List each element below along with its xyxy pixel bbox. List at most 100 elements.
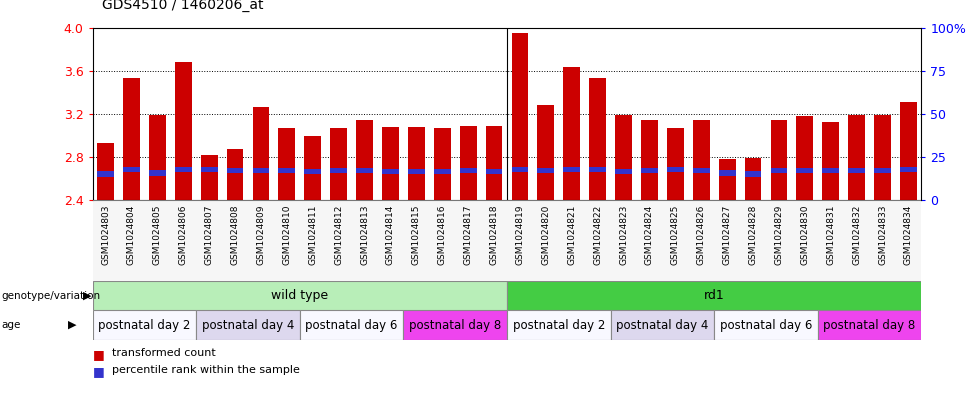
Bar: [766, 200, 792, 281]
Text: GSM1024830: GSM1024830: [800, 204, 809, 265]
Bar: [98, 143, 114, 200]
Text: age: age: [1, 320, 20, 330]
Text: GSM1024823: GSM1024823: [619, 204, 628, 265]
Bar: [740, 200, 766, 281]
Bar: [843, 200, 870, 281]
Bar: [434, 169, 450, 174]
Bar: [507, 200, 533, 281]
Text: wild type: wild type: [271, 289, 329, 302]
Bar: [171, 200, 196, 281]
Bar: [300, 200, 326, 281]
Text: GSM1024831: GSM1024831: [826, 204, 836, 265]
Text: GSM1024818: GSM1024818: [489, 204, 498, 265]
Bar: [637, 200, 662, 281]
Bar: [797, 116, 813, 200]
Bar: [688, 200, 714, 281]
Bar: [693, 120, 710, 200]
Text: GSM1024809: GSM1024809: [256, 204, 265, 265]
Bar: [404, 310, 507, 340]
Bar: [507, 310, 610, 340]
Bar: [248, 200, 274, 281]
Bar: [455, 200, 481, 281]
Text: GSM1024826: GSM1024826: [697, 204, 706, 265]
Bar: [93, 281, 507, 310]
Bar: [610, 310, 714, 340]
Bar: [512, 33, 528, 200]
Text: GSM1024832: GSM1024832: [852, 204, 861, 265]
Bar: [564, 167, 580, 172]
Text: GSM1024804: GSM1024804: [127, 204, 136, 265]
Bar: [201, 155, 217, 200]
Bar: [900, 102, 916, 200]
Text: GSM1024812: GSM1024812: [334, 204, 343, 265]
Bar: [818, 200, 843, 281]
Bar: [123, 78, 139, 200]
Bar: [770, 120, 788, 200]
Bar: [356, 120, 373, 200]
Bar: [274, 200, 300, 281]
Bar: [196, 200, 222, 281]
Text: GSM1024825: GSM1024825: [671, 204, 680, 265]
Bar: [564, 68, 580, 200]
Bar: [719, 160, 735, 200]
Bar: [585, 200, 610, 281]
Bar: [253, 168, 269, 173]
Bar: [875, 115, 891, 200]
Text: GSM1024815: GSM1024815: [411, 204, 421, 265]
Bar: [352, 200, 377, 281]
Text: GSM1024814: GSM1024814: [386, 204, 395, 265]
Bar: [279, 128, 295, 200]
Bar: [404, 200, 429, 281]
Text: GSM1024827: GSM1024827: [722, 204, 731, 265]
Bar: [589, 167, 606, 172]
Text: postnatal day 6: postnatal day 6: [720, 319, 812, 332]
Bar: [822, 168, 839, 173]
Bar: [253, 107, 269, 200]
Text: transformed count: transformed count: [112, 348, 215, 358]
Bar: [119, 200, 144, 281]
Text: GSM1024808: GSM1024808: [230, 204, 240, 265]
Bar: [770, 168, 788, 173]
Text: GSM1024824: GSM1024824: [644, 204, 654, 265]
Text: GDS4510 / 1460206_at: GDS4510 / 1460206_at: [102, 0, 264, 12]
Bar: [175, 167, 192, 172]
Text: GSM1024803: GSM1024803: [101, 204, 110, 265]
Bar: [300, 310, 404, 340]
Bar: [792, 200, 818, 281]
Text: postnatal day 6: postnatal day 6: [305, 319, 398, 332]
Bar: [149, 115, 166, 200]
Text: rd1: rd1: [704, 289, 724, 302]
Text: GSM1024813: GSM1024813: [360, 204, 370, 265]
Bar: [222, 200, 248, 281]
Text: GSM1024805: GSM1024805: [153, 204, 162, 265]
Bar: [693, 168, 710, 173]
Bar: [226, 149, 244, 200]
Bar: [667, 128, 683, 200]
Bar: [377, 200, 404, 281]
Text: GSM1024829: GSM1024829: [774, 204, 784, 265]
Text: postnatal day 4: postnatal day 4: [616, 319, 709, 332]
Bar: [382, 127, 399, 200]
Bar: [382, 169, 399, 174]
Bar: [610, 200, 637, 281]
Bar: [537, 105, 554, 200]
Bar: [512, 167, 528, 172]
Text: postnatal day 8: postnatal day 8: [410, 319, 501, 332]
Bar: [641, 168, 658, 173]
Bar: [797, 168, 813, 173]
Text: GSM1024807: GSM1024807: [205, 204, 214, 265]
Bar: [875, 168, 891, 173]
Bar: [201, 167, 217, 172]
Text: GSM1024819: GSM1024819: [516, 204, 525, 265]
Bar: [745, 171, 761, 176]
Text: percentile rank within the sample: percentile rank within the sample: [112, 365, 300, 375]
Bar: [331, 168, 347, 173]
Text: postnatal day 2: postnatal day 2: [513, 319, 604, 332]
Bar: [714, 310, 818, 340]
Bar: [818, 310, 921, 340]
Text: postnatal day 8: postnatal day 8: [824, 319, 916, 332]
Bar: [848, 168, 865, 173]
Text: GSM1024833: GSM1024833: [878, 204, 887, 265]
Text: ■: ■: [93, 348, 108, 361]
Bar: [641, 120, 658, 200]
